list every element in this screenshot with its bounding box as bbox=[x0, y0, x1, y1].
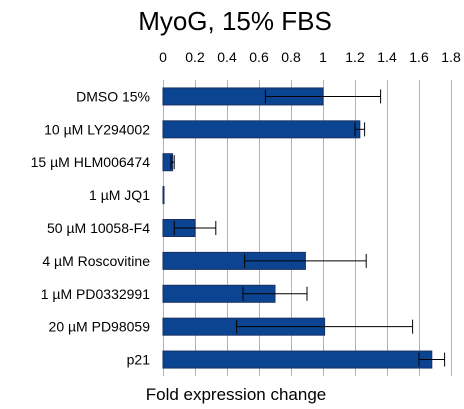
x-tick-label-3: 0.6 bbox=[249, 49, 269, 65]
x-tick-label-6: 1.2 bbox=[345, 49, 365, 65]
x-tick-label-4: 0.8 bbox=[281, 49, 301, 65]
category-label-2: 15 µM HLM006474 bbox=[31, 154, 151, 170]
bars bbox=[162, 87, 446, 369]
x-tick-label-8: 1.6 bbox=[409, 49, 429, 65]
x-axis-ticks: 0 0.2 0.4 0.6 0.8 1 1.2 1.4 1.6 1.8 bbox=[159, 49, 461, 65]
bar-1 bbox=[162, 120, 361, 139]
category-label-5: 4 µM Roscovitine bbox=[42, 253, 150, 269]
x-tick-label-5: 1 bbox=[319, 49, 327, 65]
category-labels: DMSO 15% 10 µM LY294002 15 µM HLM006474 1 µ… bbox=[31, 88, 151, 367]
x-tick-label-9: 1.8 bbox=[441, 49, 461, 65]
category-label-4: 50 µM 10058-F4 bbox=[47, 220, 150, 236]
category-label-3: 1 µM JQ1 bbox=[89, 187, 150, 203]
x-tick-label-1: 0.2 bbox=[185, 49, 205, 65]
x-tick-label-7: 1.4 bbox=[377, 49, 397, 65]
category-label-1: 10 µM LY294002 bbox=[44, 121, 150, 137]
category-label-7: 20 µM PD98059 bbox=[49, 319, 151, 335]
x-axis-label: Fold expression change bbox=[146, 385, 327, 404]
x-tick-label-0: 0 bbox=[159, 49, 167, 65]
category-label-6: 1 µM PD0332991 bbox=[41, 286, 150, 302]
bar-3 bbox=[162, 186, 165, 205]
category-label-8: p21 bbox=[127, 352, 151, 368]
bar-8 bbox=[162, 350, 433, 369]
category-label-0: DMSO 15% bbox=[76, 88, 150, 104]
x-tick-label-2: 0.4 bbox=[217, 49, 237, 65]
chart-title: MyoG, 15% FBS bbox=[138, 6, 332, 36]
